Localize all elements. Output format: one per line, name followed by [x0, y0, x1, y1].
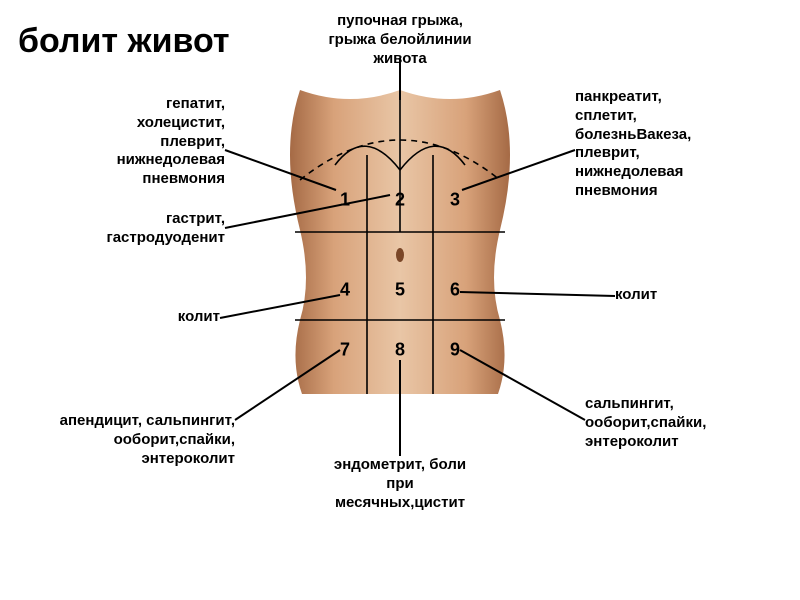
label-l-4: колит	[120, 308, 220, 327]
label-l-gastr: гастрит, гастродуоденит	[55, 210, 225, 248]
region-number-8: 8	[395, 340, 405, 361]
region-number-6: 6	[450, 280, 460, 301]
label-l-top: пупочная грыжа, грыжа белойлинии живота	[285, 12, 515, 68]
label-l-7: апендицит, сальпингит, ооборит,спайки, э…	[5, 412, 235, 468]
diagram-canvas: болит живот пупочная грыжа, грыжа белойл…	[0, 0, 800, 600]
label-l-1: гепатит, холецистит, плеврит, нижнедолев…	[35, 95, 225, 189]
region-number-3: 3	[450, 190, 460, 211]
region-number-5: 5	[395, 280, 405, 301]
navel	[396, 248, 404, 262]
page-title: болит живот	[18, 22, 230, 61]
region-number-9: 9	[450, 340, 460, 361]
region-number-7: 7	[340, 340, 350, 361]
region-number-2: 2	[395, 190, 405, 211]
region-number-1: 1	[340, 190, 350, 211]
region-number-4: 4	[340, 280, 350, 301]
label-l-9: сальпингит, ооборит,спайки, энтероколит	[585, 395, 785, 451]
label-l-3: панкреатит, сплетит, болезньВакеза, плев…	[575, 88, 775, 201]
label-l-8: эндометрит, боли при месячных,цистит	[310, 456, 490, 512]
label-l-6: колит	[615, 286, 715, 305]
